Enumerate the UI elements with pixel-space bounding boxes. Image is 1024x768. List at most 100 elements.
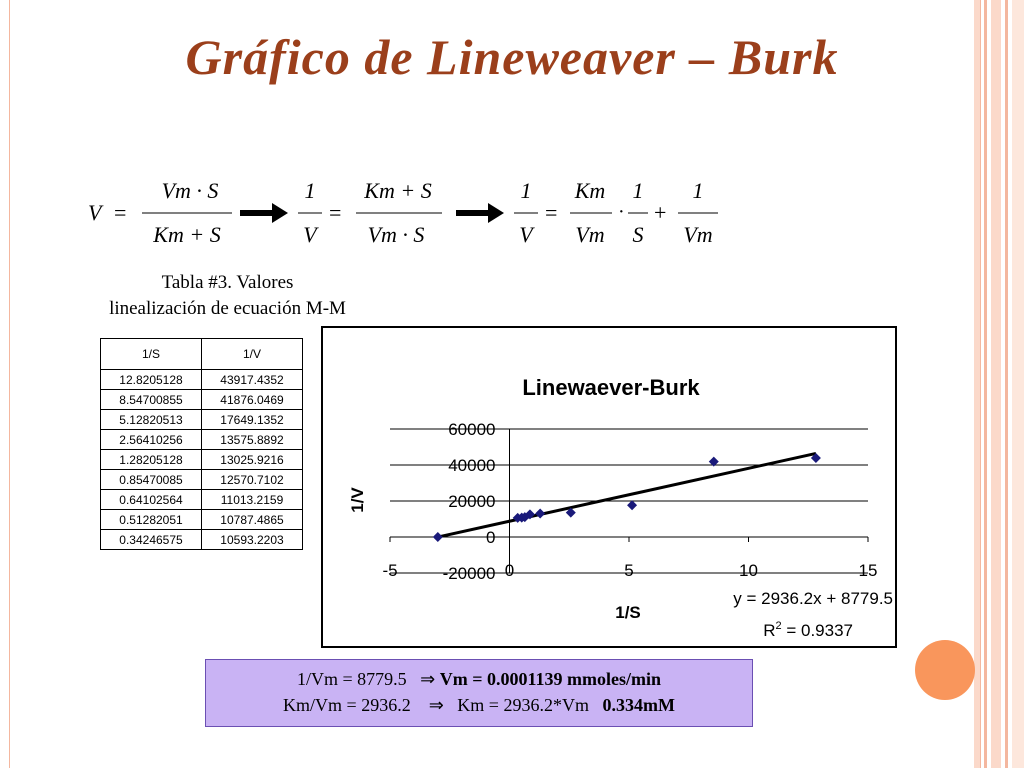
cell-1-s: 0.34246575 bbox=[100, 529, 202, 550]
trendline-equation: y = 2936.2x + 8779.5 bbox=[733, 589, 893, 608]
slide-frame bbox=[9, 0, 981, 768]
eq2-denominator: Vm · S bbox=[368, 222, 425, 247]
cell-1-v: 10593.2203 bbox=[201, 529, 303, 550]
y-tick-label: 60000 bbox=[448, 420, 495, 439]
y-tick-label: 20000 bbox=[448, 492, 495, 511]
eq3-dot: · bbox=[618, 201, 625, 223]
result-1-bold: Vm = 0.0001139 mmoles/min bbox=[439, 669, 661, 689]
chart-points bbox=[432, 452, 821, 542]
cell-1-s: 0.64102564 bbox=[100, 489, 202, 510]
eq1-equals: = bbox=[114, 200, 126, 225]
eq3-b-numerator: 1 bbox=[633, 178, 644, 203]
chart-title: Linewaever-Burk bbox=[522, 375, 700, 400]
data-point bbox=[432, 532, 443, 542]
result-line-1: 1/Vm = 8779.5 ⇒ Vm = 0.0001139 mmoles/mi… bbox=[206, 666, 752, 692]
column-header-1-v: 1/V bbox=[201, 338, 303, 370]
x-tick-label: 15 bbox=[859, 561, 878, 580]
eq3-c-numerator: 1 bbox=[693, 178, 704, 203]
table-caption: Tabla #3. Valores linealización de ecuac… bbox=[50, 270, 405, 322]
x-tick-label: 5 bbox=[624, 561, 633, 580]
chart-ticks: 60000 40000 20000 0 -20000 -5 0 5 10 15 bbox=[382, 420, 877, 583]
data-point bbox=[535, 508, 546, 519]
table-row: 1.28205128 13025.9216 bbox=[100, 449, 303, 470]
y-tick-label: 40000 bbox=[448, 456, 495, 475]
table-header-row: 1/S 1/V bbox=[100, 338, 303, 370]
eq3-equals: = bbox=[545, 200, 557, 225]
eq3-lhs-numerator: 1 bbox=[521, 178, 532, 203]
eq2-lhs-numerator: 1 bbox=[305, 178, 316, 203]
table-row: 5.12820513 17649.1352 bbox=[100, 409, 303, 430]
eq2-lhs-denominator: V bbox=[303, 222, 319, 247]
lineweaver-burk-chart: 60000 40000 20000 0 -20000 -5 0 5 10 15 Linewaeve… bbox=[348, 375, 893, 640]
caption-line-1: Tabla #3. Valores bbox=[161, 272, 294, 293]
column-header-1-s: 1/S bbox=[100, 338, 202, 370]
cell-1-s: 5.12820513 bbox=[100, 409, 202, 430]
implies-arrow-icon: ⇒ bbox=[420, 669, 436, 689]
cell-1-v: 43917.4352 bbox=[201, 369, 303, 390]
data-point bbox=[708, 456, 719, 467]
cell-1-s: 0.85470085 bbox=[100, 469, 202, 490]
data-point bbox=[512, 512, 523, 523]
data-table: 1/S 1/V 12.8205128 43917.4352 8.54700855 4… bbox=[100, 338, 303, 550]
cell-1-v: 41876.0469 bbox=[201, 389, 303, 410]
eq2-equals: = bbox=[329, 200, 341, 225]
table-row: 2.56410256 13575.8892 bbox=[100, 429, 303, 450]
r-squared-sup: 2 bbox=[776, 620, 782, 632]
x-tick-label: 10 bbox=[739, 561, 758, 580]
chart-y-axis-label: 1/V bbox=[348, 487, 367, 513]
eq3-a-numerator: Km bbox=[574, 178, 606, 203]
result-1-plain: 1/Vm = 8779.5 bbox=[297, 669, 407, 689]
eq1-lhs: V bbox=[88, 200, 104, 225]
cell-1-s: 1.28205128 bbox=[100, 449, 202, 470]
caption-line-2: linealización de ecuación M-M bbox=[109, 298, 346, 319]
y-tick-label: -20000 bbox=[443, 564, 496, 583]
eq3-c-denominator: Vm bbox=[683, 222, 712, 247]
x-tick-label: -5 bbox=[382, 561, 397, 580]
cell-1-v: 17649.1352 bbox=[201, 409, 303, 430]
table-row: 12.8205128 43917.4352 bbox=[100, 369, 303, 390]
result-2-plain: Km/Vm = 2936.2 bbox=[283, 695, 411, 715]
eq1-numerator: Vm · S bbox=[162, 178, 219, 203]
r-squared-value: = 0.9337 bbox=[782, 621, 853, 640]
data-point bbox=[565, 507, 576, 518]
cell-1-s: 12.8205128 bbox=[100, 369, 202, 390]
eq3-lhs-denominator: V bbox=[519, 222, 535, 247]
result-2-bold: 0.334mM bbox=[602, 695, 675, 715]
table-row: 0.85470085 12570.7102 bbox=[100, 469, 303, 490]
eq2-numerator: Km + S bbox=[363, 178, 431, 203]
result-line-2: Km/Vm = 2936.2 ⇒ Km = 2936.2*Vm 0.334mM bbox=[206, 692, 752, 718]
r-squared-r: R bbox=[763, 621, 775, 640]
eq1-denominator: Km + S bbox=[152, 222, 220, 247]
x-tick-label: 0 bbox=[505, 561, 514, 580]
decorative-stripes bbox=[974, 0, 1024, 768]
chart-container: 60000 40000 20000 0 -20000 -5 0 5 10 15 Linewaeve… bbox=[321, 326, 897, 648]
table-row: 0.64102564 11013.2159 bbox=[100, 489, 303, 510]
eq3-b-denominator: S bbox=[633, 222, 644, 247]
chart-axes bbox=[389, 429, 869, 573]
y-tick-label: 0 bbox=[486, 528, 495, 547]
r-squared-label: R2 = 0.9337 bbox=[763, 620, 853, 640]
chart-trendline bbox=[437, 451, 817, 539]
cell-1-v: 13575.8892 bbox=[201, 429, 303, 450]
cell-1-v: 11013.2159 bbox=[201, 489, 303, 510]
implies-arrow-icon: ⇒ bbox=[428, 695, 444, 715]
result-2-mid: Km = 2936.2*Vm bbox=[457, 695, 589, 715]
cell-1-s: 8.54700855 bbox=[100, 389, 202, 410]
results-box: 1/Vm = 8779.5 ⇒ Vm = 0.0001139 mmoles/mi… bbox=[205, 659, 753, 727]
equations: V = Vm · S Km + S 1 V = Km + S Vm · S 1 … bbox=[88, 178, 718, 247]
arrow-right-icon bbox=[456, 203, 504, 223]
decorative-circle bbox=[915, 640, 975, 700]
data-point bbox=[627, 500, 638, 511]
cell-1-v: 12570.7102 bbox=[201, 469, 303, 490]
table-row: 0.34246575 10593.2203 bbox=[100, 529, 303, 550]
cell-1-s: 2.56410256 bbox=[100, 429, 202, 450]
chart-x-axis-label: 1/S bbox=[615, 603, 641, 622]
cell-1-s: 0.51282051 bbox=[100, 509, 202, 530]
cell-1-v: 10787.4865 bbox=[201, 509, 303, 530]
eq3-a-denominator: Vm bbox=[575, 222, 604, 247]
cell-1-v: 13025.9216 bbox=[201, 449, 303, 470]
table-row: 8.54700855 41876.0469 bbox=[100, 389, 303, 410]
eq3-plus: + bbox=[654, 200, 666, 225]
data-point bbox=[810, 452, 821, 463]
slide-title: Gráfico de Lineweaver – Burk bbox=[185, 29, 839, 85]
